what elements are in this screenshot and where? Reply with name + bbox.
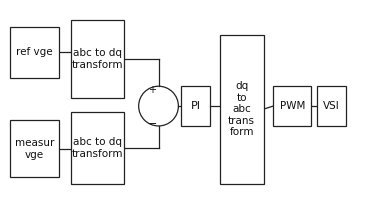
Bar xyxy=(71,112,124,184)
Text: PI: PI xyxy=(191,101,201,111)
Bar xyxy=(181,86,210,126)
Text: −: − xyxy=(147,119,157,130)
Text: abc to dq
transform: abc to dq transform xyxy=(72,48,123,70)
Text: dq
to
abc
trans
form: dq to abc trans form xyxy=(228,81,255,137)
Text: measur
vge: measur vge xyxy=(15,138,54,160)
Bar xyxy=(10,120,59,177)
Bar xyxy=(220,35,264,184)
Bar xyxy=(273,86,311,126)
Bar xyxy=(71,20,124,98)
Text: +: + xyxy=(148,85,156,95)
Text: abc to dq
transform: abc to dq transform xyxy=(72,137,123,159)
Bar xyxy=(317,86,346,126)
Bar xyxy=(10,27,59,78)
Text: ref vge: ref vge xyxy=(16,47,53,57)
Text: VSI: VSI xyxy=(323,101,340,111)
Text: PWM: PWM xyxy=(280,101,305,111)
